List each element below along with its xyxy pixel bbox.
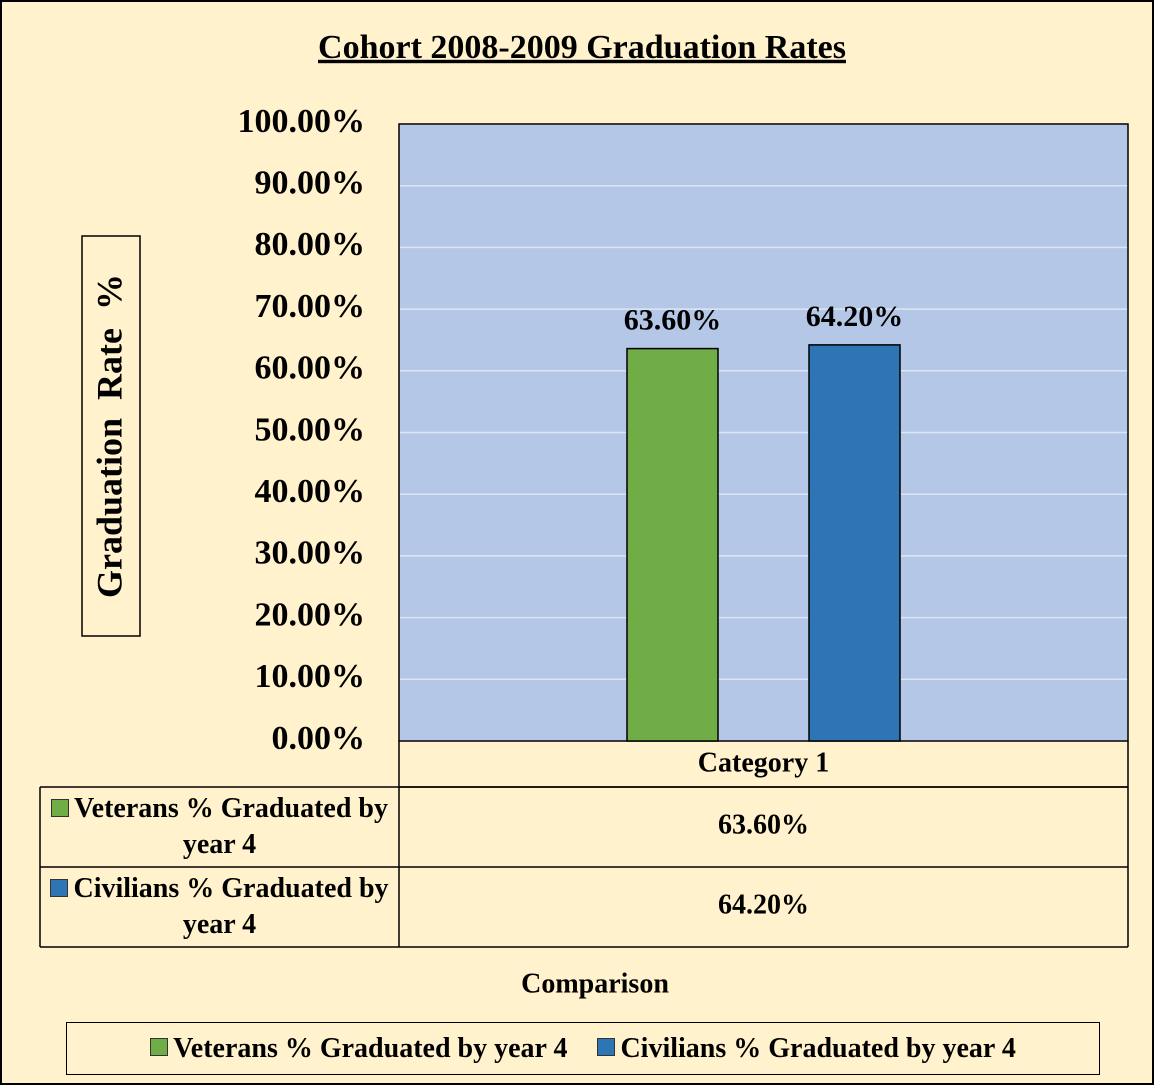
- row-header-text: Veterans % Graduated by year 4: [44, 791, 395, 863]
- data-label: 64.20%: [806, 300, 904, 333]
- y-tick-label: 70.00%: [255, 288, 366, 325]
- y-tick-label: 90.00%: [255, 164, 366, 201]
- x-tick-label: Category 1: [698, 747, 829, 778]
- table-row-header: Veterans % Graduated by year 4: [44, 787, 395, 867]
- row-header-label: Veterans % Graduated by year 4: [74, 793, 388, 860]
- y-axis-title: Graduation Rate %: [89, 274, 129, 598]
- legend-swatch: [150, 1038, 169, 1057]
- y-axis-title-box: [81, 235, 141, 637]
- chart-title: Cohort 2008-2009 Graduation Rates: [318, 29, 846, 66]
- legend: Veterans % Graduated by year 4 Civilians …: [66, 1022, 1100, 1075]
- legend-label: Civilians % Graduated by year 4: [620, 1032, 1016, 1064]
- y-tick-label: 0.00%: [272, 720, 366, 757]
- plot-border: [398, 123, 1129, 742]
- bar: [808, 344, 901, 742]
- legend-swatch: [51, 798, 69, 817]
- table-value: 63.60%: [718, 809, 809, 840]
- y-tick-label: 100.00%: [238, 103, 366, 140]
- y-tick-label: 30.00%: [255, 535, 366, 572]
- legend-label: Veterans % Graduated by year 4: [173, 1032, 568, 1064]
- legend-swatch: [597, 1038, 616, 1057]
- x-axis-title: Comparison: [521, 968, 669, 999]
- bar: [626, 347, 719, 742]
- legend-item: Civilians % Graduated by year 4: [597, 1032, 1016, 1065]
- data-label: 63.60%: [624, 303, 722, 336]
- table-row-header: Civilians % Graduated by year 4: [44, 867, 395, 947]
- row-header-text: Civilians % Graduated by year 4: [44, 871, 395, 943]
- row-header-label: Civilians % Graduated by year 4: [73, 873, 389, 940]
- y-tick-label: 10.00%: [255, 658, 366, 695]
- y-tick-label: 40.00%: [255, 473, 366, 510]
- table-value: 64.20%: [718, 889, 809, 920]
- legend-swatch: [50, 878, 69, 897]
- legend-item: Veterans % Graduated by year 4: [150, 1033, 567, 1065]
- y-tick-label: 80.00%: [255, 226, 366, 263]
- y-tick-label: 20.00%: [255, 596, 366, 633]
- y-tick-label: 50.00%: [255, 411, 366, 448]
- y-tick-label: 60.00%: [255, 350, 366, 387]
